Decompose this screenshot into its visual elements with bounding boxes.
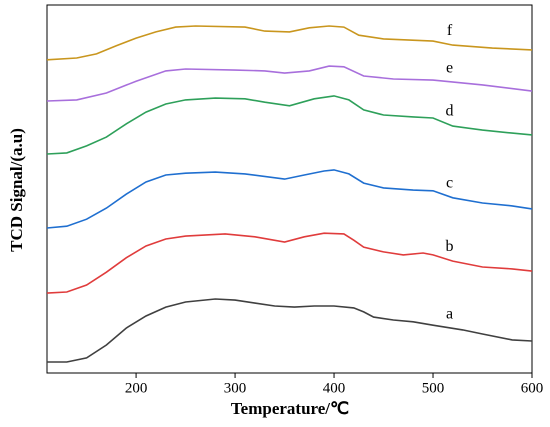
series-line: [47, 298, 533, 363]
series-line: [46, 232, 533, 294]
series-label: b: [446, 238, 454, 255]
series-label: a: [446, 305, 453, 322]
series-label: e: [446, 59, 453, 76]
y-axis-label: TCD Signal/(a.u): [7, 128, 26, 252]
x-tick-label: 200: [125, 380, 148, 396]
x-axis-label: Temperature/℃: [231, 399, 349, 418]
x-tick-label: 400: [323, 380, 346, 396]
series-line: [46, 95, 533, 155]
series-label: d: [446, 102, 454, 119]
series-label: f: [447, 22, 453, 39]
series-line: [46, 25, 533, 61]
x-tick-label: 500: [422, 380, 445, 396]
series-line: [46, 65, 533, 102]
series-label: c: [446, 174, 453, 191]
plot-frame: [46, 4, 533, 374]
x-tick-label: 600: [521, 380, 544, 396]
series-line: [46, 169, 533, 229]
x-tick-label: 300: [224, 380, 247, 396]
